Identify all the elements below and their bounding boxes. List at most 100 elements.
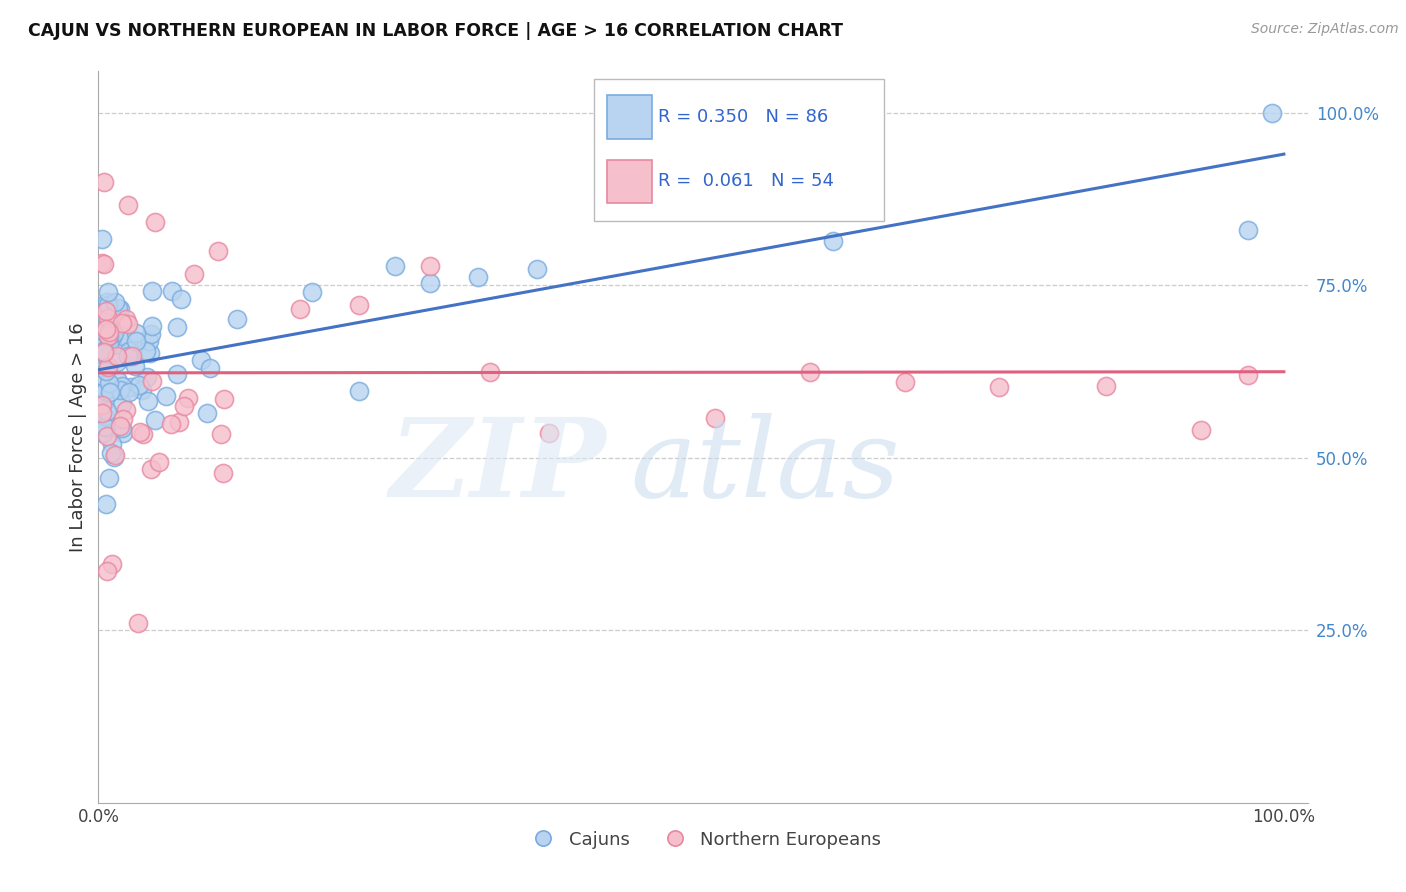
Point <box>121 380 143 394</box>
Point <box>225 312 247 326</box>
Point <box>111 420 134 434</box>
Point <box>195 406 218 420</box>
Point <box>96 304 118 318</box>
Point <box>190 352 212 367</box>
Point <box>91 385 114 400</box>
Point <box>98 376 121 391</box>
Point <box>112 425 135 440</box>
Point <box>107 339 129 353</box>
Point <box>167 415 190 429</box>
Point <box>96 298 118 312</box>
Point <box>94 364 117 378</box>
Point <box>93 344 115 359</box>
Point <box>107 301 129 316</box>
Point <box>93 343 115 358</box>
Point <box>91 362 114 376</box>
Point <box>121 349 143 363</box>
Point <box>155 389 177 403</box>
Point <box>176 391 198 405</box>
Point <box>94 321 117 335</box>
Point <box>131 384 153 398</box>
Point <box>207 244 229 258</box>
Point <box>209 426 232 441</box>
Point <box>136 369 159 384</box>
Point <box>108 418 131 433</box>
Point <box>91 398 114 412</box>
Point <box>91 343 114 358</box>
Point <box>125 334 148 348</box>
Point <box>105 354 128 368</box>
Y-axis label: In Labor Force | Age > 16: In Labor Force | Age > 16 <box>69 322 87 552</box>
Point <box>419 259 441 273</box>
Point <box>799 365 821 379</box>
Point <box>139 326 162 341</box>
Point <box>98 384 121 399</box>
Point <box>91 335 114 350</box>
Point <box>138 334 160 348</box>
Point <box>93 346 115 360</box>
FancyBboxPatch shape <box>595 78 884 221</box>
Point <box>135 343 157 358</box>
Point <box>288 301 311 316</box>
Point <box>703 410 725 425</box>
Point <box>97 360 120 375</box>
Point <box>143 413 166 427</box>
Point <box>103 450 125 465</box>
Point <box>1237 223 1260 237</box>
Point <box>159 417 181 432</box>
Point <box>125 326 148 340</box>
Point <box>96 295 118 310</box>
Point <box>136 394 159 409</box>
Point <box>101 557 124 571</box>
Point <box>117 349 139 363</box>
Point <box>111 379 134 393</box>
Point <box>124 359 146 373</box>
Point <box>467 269 489 284</box>
Point <box>166 320 188 334</box>
Point <box>91 347 114 361</box>
Point <box>97 337 120 351</box>
Point <box>110 302 132 317</box>
Point <box>107 374 129 388</box>
FancyBboxPatch shape <box>607 160 652 203</box>
Point <box>127 615 149 630</box>
Point <box>183 267 205 281</box>
Point <box>128 378 150 392</box>
Point <box>110 329 132 343</box>
Point <box>170 292 193 306</box>
Point <box>94 409 117 423</box>
Point <box>91 425 114 440</box>
Point <box>148 455 170 469</box>
Point <box>91 369 114 384</box>
Point <box>301 285 323 300</box>
Point <box>103 326 125 340</box>
Point <box>384 259 406 273</box>
Point <box>91 359 114 374</box>
Point <box>139 462 162 476</box>
Point <box>94 309 117 323</box>
Text: CAJUN VS NORTHERN EUROPEAN IN LABOR FORCE | AGE > 16 CORRELATION CHART: CAJUN VS NORTHERN EUROPEAN IN LABOR FORC… <box>28 22 844 40</box>
Point <box>141 285 163 299</box>
Point <box>97 285 120 299</box>
Point <box>526 262 548 277</box>
Point <box>98 329 121 343</box>
Point <box>94 384 117 398</box>
Point <box>212 466 235 480</box>
Legend: Cajuns, Northern Europeans: Cajuns, Northern Europeans <box>517 823 889 856</box>
Point <box>110 383 132 397</box>
Point <box>93 175 115 189</box>
Point <box>97 328 120 343</box>
Point <box>100 445 122 459</box>
Point <box>104 294 127 309</box>
Point <box>104 448 127 462</box>
Point <box>478 365 501 379</box>
Point <box>111 316 134 330</box>
Point <box>91 406 114 420</box>
Point <box>91 232 114 246</box>
Point <box>101 436 124 450</box>
Text: R =  0.061   N = 54: R = 0.061 N = 54 <box>658 172 834 190</box>
Point <box>141 374 163 388</box>
Point <box>419 276 441 290</box>
Point <box>96 497 118 511</box>
Point <box>893 375 915 389</box>
